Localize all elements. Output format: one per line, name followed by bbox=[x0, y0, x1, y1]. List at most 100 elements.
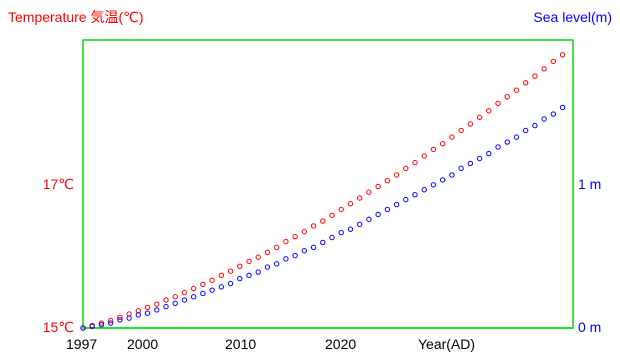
temperature-point-3 bbox=[107, 317, 114, 324]
sea-level-point-52 bbox=[559, 104, 566, 111]
sea-level-point-20 bbox=[264, 264, 271, 270]
temperature-point-52 bbox=[559, 52, 566, 58]
y-right-tick-label-1m: 1 m bbox=[578, 176, 601, 192]
sea-level-point-2 bbox=[98, 322, 105, 328]
temperature-point-39 bbox=[439, 140, 446, 147]
temperature-point-14 bbox=[209, 277, 215, 283]
sea-level-point-10 bbox=[172, 300, 178, 307]
sea-level-point-27 bbox=[329, 234, 335, 241]
temperature-point-45 bbox=[495, 100, 501, 107]
sea-level-point-44 bbox=[486, 150, 492, 157]
sea-level-point-45 bbox=[495, 144, 501, 150]
temperature-point-43 bbox=[476, 114, 483, 121]
temperature-point-12 bbox=[190, 285, 197, 292]
sea-level-point-25 bbox=[310, 244, 317, 251]
sea-level-point-46 bbox=[504, 139, 510, 145]
sea-level-point-14 bbox=[209, 287, 215, 293]
sea-level-point-30 bbox=[356, 221, 363, 228]
sea-level-point-41 bbox=[458, 165, 464, 172]
temperature-point-30 bbox=[356, 195, 363, 201]
sea-level-point-48 bbox=[522, 127, 529, 134]
temperature-point-35 bbox=[403, 165, 409, 172]
x-axis-label: Year(AD) bbox=[418, 336, 475, 352]
sea-level-point-17 bbox=[237, 275, 243, 282]
temperature-point-15 bbox=[218, 272, 225, 279]
plot-frame bbox=[82, 39, 574, 329]
sea-level-point-34 bbox=[393, 201, 400, 208]
y-left-tick-label-15: 15℃ bbox=[43, 319, 74, 335]
temperature-point-42 bbox=[467, 121, 474, 127]
temperature-point-48 bbox=[522, 80, 529, 86]
temperature-point-50 bbox=[541, 66, 547, 72]
sea-level-point-42 bbox=[467, 160, 474, 167]
temperature-point-7 bbox=[144, 304, 151, 311]
temperature-point-25 bbox=[310, 223, 317, 229]
sea-level-point-0 bbox=[80, 325, 86, 331]
sea-level-point-43 bbox=[476, 155, 483, 162]
temperature-point-9 bbox=[163, 297, 169, 303]
sea-level-point-36 bbox=[412, 192, 418, 198]
sea-level-point-39 bbox=[439, 177, 446, 183]
sea-level-point-49 bbox=[532, 122, 538, 129]
left-axis-title: Temperature 気温(℃) bbox=[8, 9, 144, 25]
temperature-point-20 bbox=[264, 249, 271, 256]
sea-level-point-21 bbox=[273, 261, 280, 267]
sea-level-point-9 bbox=[163, 303, 169, 310]
y-left-tick-label-17: 17℃ bbox=[43, 176, 74, 192]
sea-level-point-26 bbox=[320, 239, 326, 246]
temperature-point-18 bbox=[246, 258, 252, 265]
sea-level-point-47 bbox=[513, 134, 520, 140]
x-tick-label-2010: 2010 bbox=[225, 336, 256, 352]
sea-level-point-33 bbox=[384, 206, 391, 213]
sea-level-point-22 bbox=[283, 256, 289, 262]
temperature-point-31 bbox=[366, 189, 372, 195]
sea-level-point-35 bbox=[403, 196, 409, 203]
temperature-point-4 bbox=[117, 314, 123, 320]
sea-level-point-5 bbox=[126, 315, 132, 321]
sea-level-point-31 bbox=[366, 216, 372, 223]
sea-level-point-4 bbox=[117, 317, 123, 323]
sea-level-point-40 bbox=[449, 172, 455, 178]
sea-level-point-37 bbox=[421, 187, 427, 193]
temperature-point-41 bbox=[458, 127, 464, 134]
temperature-point-28 bbox=[338, 206, 344, 213]
temperature-point-13 bbox=[200, 281, 206, 288]
temperature-point-49 bbox=[532, 73, 538, 79]
temperature-point-46 bbox=[504, 94, 510, 100]
sea-level-point-8 bbox=[154, 307, 160, 313]
temperature-point-11 bbox=[181, 289, 188, 296]
sea-level-point-11 bbox=[181, 297, 188, 303]
temperature-point-24 bbox=[301, 229, 308, 235]
temperature-point-17 bbox=[237, 263, 243, 269]
temperature-point-36 bbox=[412, 159, 418, 166]
temperature-point-37 bbox=[421, 153, 427, 159]
temperature-point-19 bbox=[255, 254, 261, 260]
sea-level-point-38 bbox=[430, 182, 437, 188]
sea-level-point-24 bbox=[301, 247, 308, 254]
sea-level-point-12 bbox=[190, 294, 197, 300]
x-tick-label-1997: 1997 bbox=[66, 336, 97, 352]
temperature-point-47 bbox=[513, 87, 520, 93]
sea-level-point-23 bbox=[292, 252, 298, 259]
temperature-point-10 bbox=[172, 294, 178, 300]
sea-level-point-51 bbox=[550, 111, 557, 117]
sea-level-point-19 bbox=[255, 269, 261, 275]
sea-level-point-1 bbox=[89, 323, 95, 330]
sea-level-point-3 bbox=[107, 320, 114, 326]
y-right-tick-label-0m: 0 m bbox=[578, 319, 601, 335]
temperature-point-8 bbox=[154, 301, 160, 307]
sea-level-point-18 bbox=[246, 272, 252, 279]
temperature-point-2 bbox=[98, 320, 105, 326]
temperature-point-23 bbox=[292, 233, 298, 240]
temperature-point-29 bbox=[347, 201, 354, 207]
sea-level-point-6 bbox=[135, 312, 142, 318]
sea-level-point-16 bbox=[227, 280, 234, 287]
temperature-point-51 bbox=[550, 58, 557, 65]
temperature-point-44 bbox=[486, 108, 492, 114]
temperature-point-16 bbox=[227, 268, 234, 274]
sea-level-point-29 bbox=[347, 226, 354, 232]
sea-level-point-7 bbox=[144, 310, 151, 316]
x-tick-label-2000: 2000 bbox=[127, 336, 158, 352]
sea-level-point-50 bbox=[541, 116, 547, 122]
